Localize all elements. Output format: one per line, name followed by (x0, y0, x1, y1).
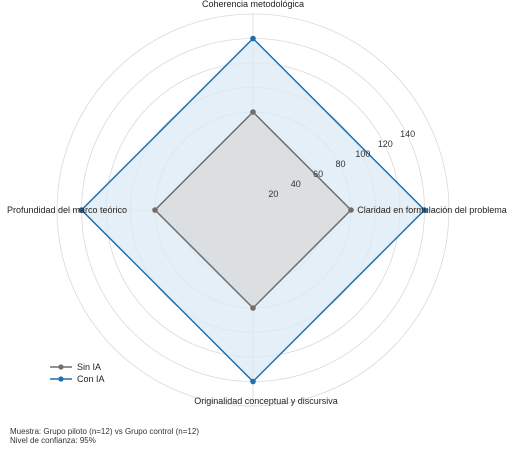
axis-label: Coherencia metodológica (202, 0, 304, 9)
radial-tick-label: 140 (400, 129, 415, 139)
series-point (348, 207, 354, 213)
series-point (152, 207, 158, 213)
axis-label: Profundidad del marco teórico (7, 205, 127, 215)
footer-confidence-note: Nivel de confianza: 95% (10, 436, 199, 445)
radial-tick-label: 40 (291, 179, 301, 189)
radial-tick-label: 20 (268, 189, 278, 199)
legend-label: Sin IA (77, 362, 101, 372)
radial-tick-label: 80 (336, 159, 346, 169)
footer-sample-note: Muestra: Grupo piloto (n=12) vs Grupo co… (10, 427, 199, 436)
chart-legend: Sin IA Con IA (50, 362, 105, 384)
radial-tick-label: 100 (355, 149, 370, 159)
series-point (250, 109, 256, 115)
legend-label: Con IA (77, 374, 105, 384)
radial-tick-label: 120 (378, 139, 393, 149)
radial-tick-label: 60 (313, 169, 323, 179)
series-point (250, 305, 256, 311)
legend-marker (58, 376, 63, 381)
axis-label: Claridad en formulación del problema (357, 205, 507, 215)
series-point (250, 379, 256, 385)
chart-footer: Muestra: Grupo piloto (n=12) vs Grupo co… (10, 427, 199, 445)
series-point (250, 36, 256, 42)
legend-marker (58, 364, 63, 369)
axis-label: Originalidad conceptual y discursiva (194, 396, 338, 406)
